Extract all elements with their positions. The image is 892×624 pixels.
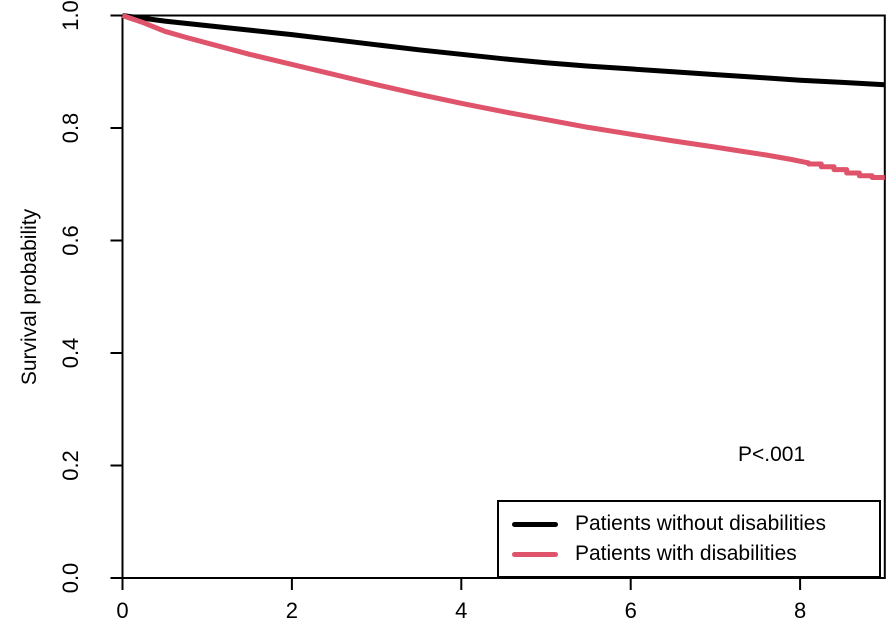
x-tick-label: 4 xyxy=(455,598,467,623)
y-tick-label: 0.6 xyxy=(58,225,83,256)
x-tick-label: 8 xyxy=(794,598,806,623)
legend-label: Patients without disabilities xyxy=(575,512,826,535)
y-tick-label: 1.0 xyxy=(58,0,83,31)
x-tick-label: 2 xyxy=(286,598,298,623)
y-tick-label: 0.4 xyxy=(58,338,83,369)
legend-line-swatch-0 xyxy=(512,521,558,527)
legend-box: Patients without disabilities Patients w… xyxy=(497,500,881,578)
y-tick-label: 0.0 xyxy=(58,563,83,594)
legend-item-without-disabilities: Patients without disabilities xyxy=(512,511,879,537)
legend-item-with-disabilities: Patients with disabilities xyxy=(512,541,879,567)
y-tick-label: 0.8 xyxy=(58,113,83,144)
legend-line-swatch-1 xyxy=(512,551,558,557)
x-tick-label: 6 xyxy=(625,598,637,623)
legend-label: Patients with disabilities xyxy=(575,542,797,565)
survival-curve-1 xyxy=(121,13,885,180)
survival-curve-0 xyxy=(122,13,885,88)
p-value-annotation: P<.001 xyxy=(738,443,806,466)
y-tick-label: 0.2 xyxy=(58,450,83,481)
y-axis-title: Survival probability xyxy=(18,208,41,386)
plot-box xyxy=(121,14,886,579)
x-tick-label: 0 xyxy=(116,598,128,623)
